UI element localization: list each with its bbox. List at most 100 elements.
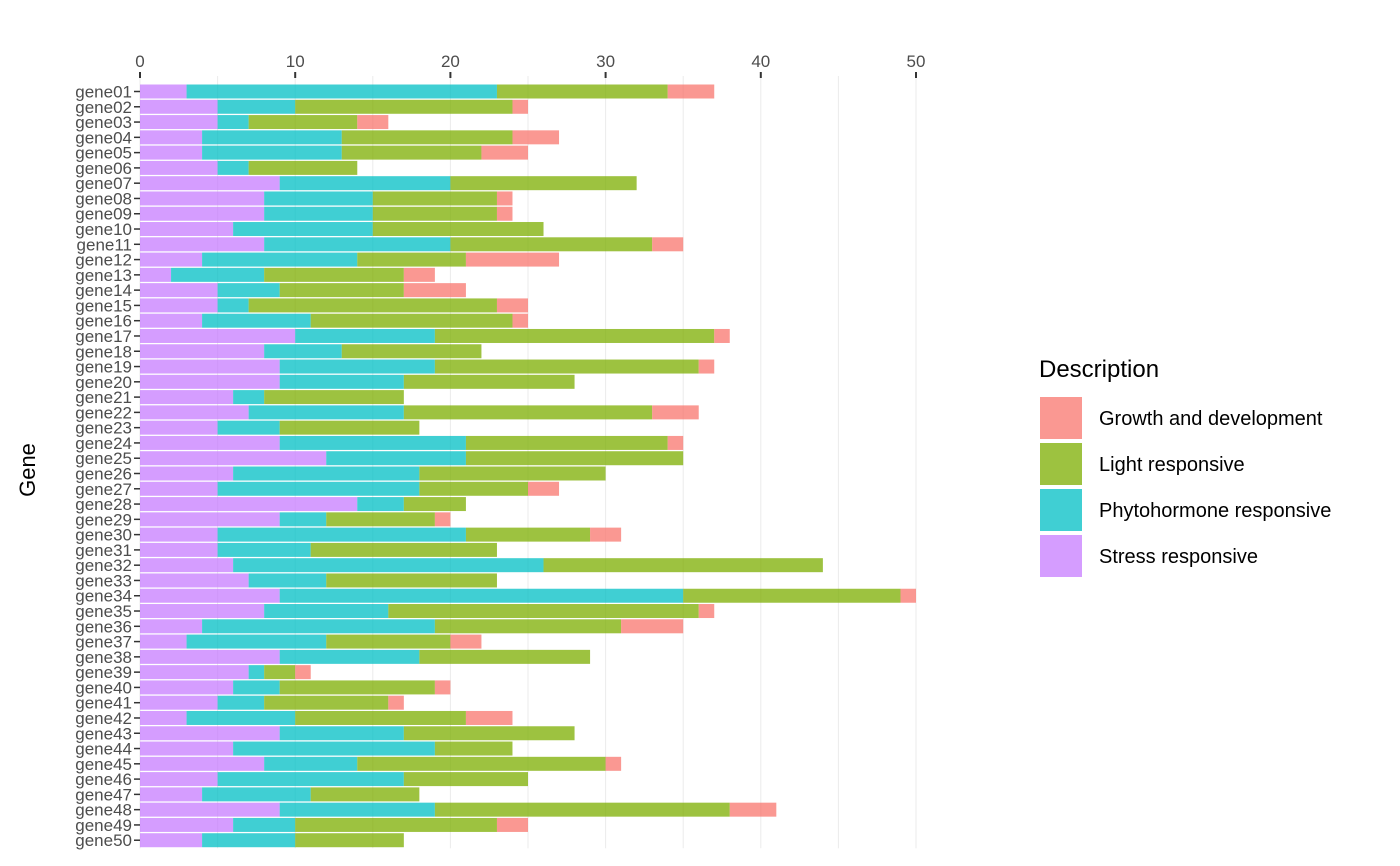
gene-label: gene37 bbox=[75, 633, 132, 652]
gene-label: gene50 bbox=[75, 831, 132, 850]
bar-segment bbox=[434, 619, 622, 634]
y-axis-title: Gene bbox=[15, 443, 40, 497]
bar-segment bbox=[372, 222, 544, 237]
gene-label: gene30 bbox=[75, 526, 132, 545]
gene-label: gene20 bbox=[75, 373, 132, 392]
bar-segment bbox=[264, 665, 296, 680]
bar-segment bbox=[279, 420, 420, 435]
bar-segment bbox=[465, 710, 513, 725]
bar-segment bbox=[434, 680, 451, 695]
bar-segment bbox=[372, 191, 497, 206]
bar-segment bbox=[202, 252, 358, 267]
bar-segment bbox=[233, 390, 265, 405]
bar-segment bbox=[140, 710, 187, 725]
gene-label: gene11 bbox=[77, 235, 132, 254]
bar-segment bbox=[140, 802, 280, 817]
gene-label: gene21 bbox=[75, 388, 132, 407]
bar-segment bbox=[140, 176, 280, 191]
bar-segment bbox=[279, 680, 435, 695]
gene-label: gene26 bbox=[75, 465, 132, 484]
bar-segment bbox=[543, 558, 823, 573]
legend-swatch bbox=[1040, 443, 1082, 485]
gene-label: gene08 bbox=[75, 189, 132, 208]
bar-segment bbox=[496, 84, 668, 99]
bar-segment bbox=[140, 588, 280, 603]
x-tick-label: 0 bbox=[135, 52, 144, 71]
gene-label: gene19 bbox=[75, 358, 132, 377]
gene-label: gene41 bbox=[75, 694, 132, 713]
bar-segment bbox=[140, 344, 265, 359]
bar-segment bbox=[496, 817, 528, 832]
bar-segment bbox=[326, 451, 466, 466]
bar-segment bbox=[217, 542, 311, 557]
bar-segment bbox=[186, 84, 497, 99]
gene-label: gene34 bbox=[75, 587, 132, 606]
gene-label: gene15 bbox=[75, 296, 132, 315]
bar-segment bbox=[140, 817, 234, 832]
legend-swatch bbox=[1040, 489, 1082, 531]
bar-segment bbox=[217, 481, 420, 496]
bar-segment bbox=[140, 252, 203, 267]
gene-label: gene03 bbox=[75, 113, 132, 132]
bar-segment bbox=[140, 604, 265, 619]
bar-segment bbox=[279, 374, 404, 389]
gene-label: gene42 bbox=[75, 709, 132, 728]
bar-segment bbox=[419, 466, 606, 481]
bar-segment bbox=[295, 328, 435, 343]
bar-segment bbox=[357, 497, 404, 512]
bar-segment bbox=[140, 527, 218, 542]
bar-segment bbox=[217, 420, 280, 435]
bar-segment bbox=[217, 99, 296, 114]
bar-segment bbox=[233, 741, 435, 756]
bar-segment bbox=[140, 680, 234, 695]
bar-segment bbox=[279, 435, 466, 450]
gene-label: gene43 bbox=[75, 724, 132, 743]
bar-segment bbox=[248, 115, 358, 130]
bar-segment bbox=[202, 833, 296, 848]
bar-segment bbox=[264, 267, 404, 282]
bar-segment bbox=[140, 420, 218, 435]
x-tick-label: 30 bbox=[596, 52, 615, 71]
bar-segment bbox=[590, 527, 622, 542]
bar-segment bbox=[326, 573, 497, 588]
x-tick-label: 40 bbox=[751, 52, 770, 71]
bar-segment bbox=[140, 665, 249, 680]
bar-segment bbox=[264, 344, 342, 359]
bar-segment bbox=[295, 817, 497, 832]
bar-segment bbox=[140, 481, 218, 496]
bar-segment bbox=[140, 267, 172, 282]
bar-segment bbox=[140, 191, 265, 206]
gene-label: gene39 bbox=[75, 663, 132, 682]
bar-segment bbox=[621, 619, 684, 634]
bar-segment bbox=[729, 802, 777, 817]
bar-segment bbox=[450, 176, 637, 191]
gene-label: gene09 bbox=[75, 205, 132, 224]
bar-segment bbox=[512, 130, 560, 145]
bar-segment bbox=[372, 206, 497, 221]
bar-segment bbox=[140, 130, 203, 145]
bar-segment bbox=[341, 130, 513, 145]
bar-segment bbox=[465, 527, 591, 542]
bar-segment bbox=[202, 145, 342, 160]
bar-segment bbox=[140, 328, 296, 343]
gene-label: gene06 bbox=[75, 159, 132, 178]
bar-segment bbox=[714, 328, 730, 343]
bar-segment bbox=[279, 802, 435, 817]
bar-segment bbox=[528, 481, 560, 496]
gene-label: gene23 bbox=[75, 419, 132, 438]
bar-segment bbox=[264, 390, 404, 405]
bar-segment bbox=[248, 298, 497, 313]
gene-label: gene12 bbox=[75, 251, 132, 270]
bar-segment bbox=[140, 542, 218, 557]
bar-segment bbox=[341, 344, 482, 359]
bar-segment bbox=[186, 634, 327, 649]
gene-label: gene16 bbox=[75, 312, 132, 331]
bar-segment bbox=[140, 359, 280, 374]
bar-segment bbox=[140, 787, 203, 802]
bar-segment bbox=[140, 833, 203, 848]
bar-segment bbox=[698, 359, 715, 374]
bar-segment bbox=[652, 237, 684, 252]
bar-segment bbox=[217, 298, 249, 313]
bar-segment bbox=[140, 84, 187, 99]
bar-segment bbox=[140, 206, 265, 221]
